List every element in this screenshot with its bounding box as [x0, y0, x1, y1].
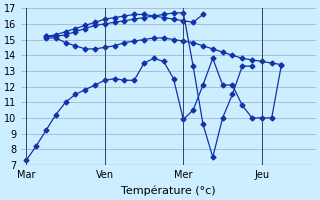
X-axis label: Température (°c): Température (°c): [121, 185, 216, 196]
